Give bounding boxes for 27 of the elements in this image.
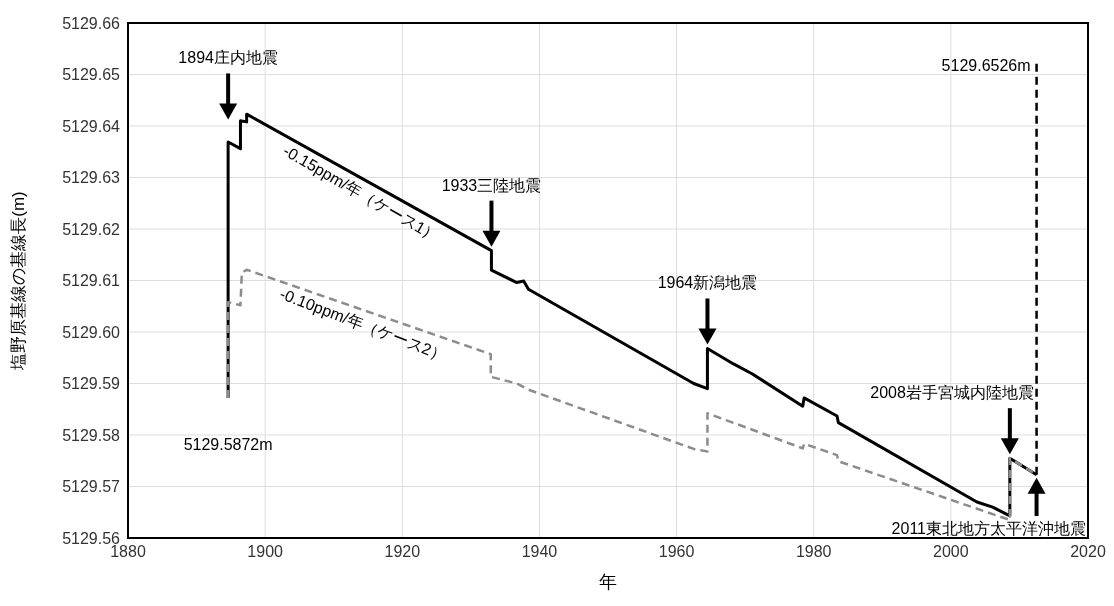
annotation: 5129.6526m bbox=[941, 57, 1031, 75]
y-tick-label: 5129.63 bbox=[62, 169, 121, 187]
y-tick-label: 5129.59 bbox=[62, 375, 121, 393]
y-tick-label: 5129.66 bbox=[62, 14, 121, 32]
annotation: 1964新潟地震 bbox=[657, 274, 758, 292]
annotation: 2011東北地方太平洋沖地震 bbox=[891, 520, 1086, 537]
annotation: 1933三陸地震 bbox=[441, 176, 542, 194]
y-tick-label: 5129.62 bbox=[62, 220, 121, 238]
x-tick-label: 1880 bbox=[110, 543, 146, 561]
x-tick-label: 1940 bbox=[521, 543, 558, 561]
annotation: 5129.5872m bbox=[183, 435, 273, 453]
y-tick-label: 5129.60 bbox=[62, 323, 121, 341]
x-tick-label: 1900 bbox=[247, 543, 284, 561]
x-tick-label: 2020 bbox=[1070, 543, 1106, 561]
y-tick-label: 5129.58 bbox=[62, 426, 121, 444]
y-axis-title: 塩野原基線の基線長(m) bbox=[9, 191, 29, 371]
x-tick-label: 2000 bbox=[933, 543, 969, 561]
annotation: 2008岩手宮城内陸地震 bbox=[870, 384, 1034, 402]
y-tick-label: 5129.57 bbox=[62, 478, 121, 496]
x-tick-label: 1920 bbox=[384, 543, 421, 561]
y-tick-label: 5129.61 bbox=[62, 272, 121, 290]
x-tick-label: 1960 bbox=[658, 543, 695, 561]
annotation: 1894庄内地震 bbox=[178, 49, 278, 67]
x-tick-label: 1980 bbox=[795, 543, 832, 561]
x-axis-title: 年 bbox=[599, 572, 617, 592]
y-tick-label: 5129.65 bbox=[62, 66, 121, 84]
y-tick-label: 5129.64 bbox=[62, 117, 121, 135]
